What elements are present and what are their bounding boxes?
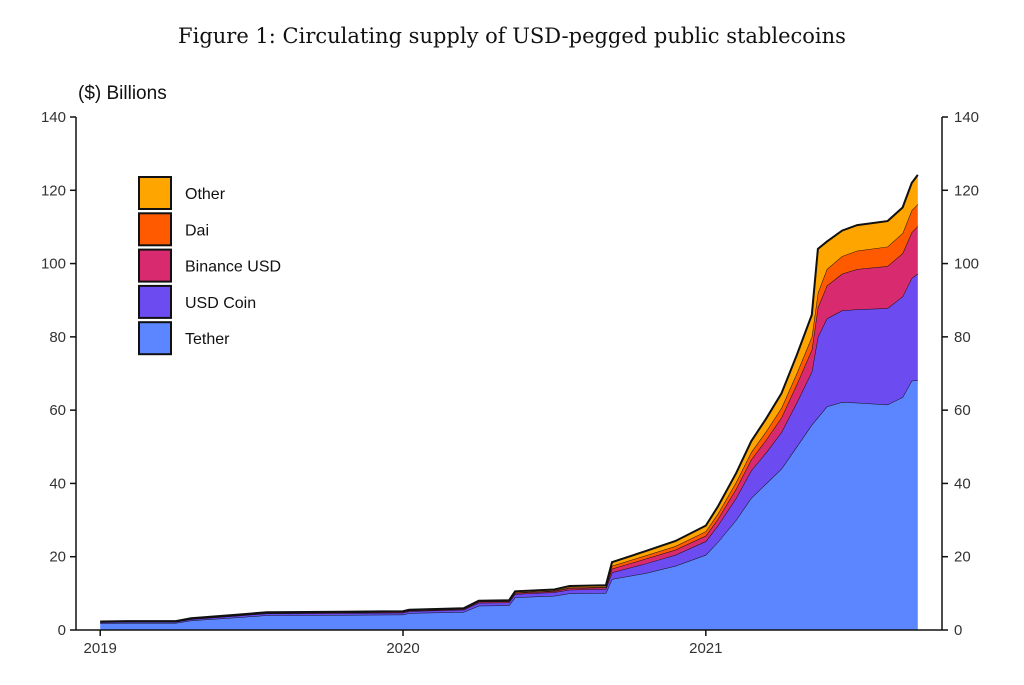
x-tick-label: 2019 [84, 640, 117, 657]
y-tick-label-left: 20 [49, 549, 66, 566]
y-tick-label-right: 120 [954, 182, 979, 199]
y-tick-label-left: 140 [41, 109, 66, 126]
legend-label-other: Other [185, 186, 226, 203]
legend-label-binance-usd: Binance USD [185, 259, 281, 276]
legend-label-dai: Dai [185, 222, 209, 239]
y-tick-label-right: 80 [954, 329, 971, 346]
x-tick-label: 2020 [386, 640, 419, 657]
legend-swatch-dai [138, 212, 172, 247]
y-tick-label-right: 40 [954, 475, 971, 492]
legend: Other Dai Binance USD USD Coin Tether [138, 176, 281, 356]
y-tick-label-right: 60 [954, 402, 971, 419]
y-tick-label-left: 60 [49, 402, 66, 419]
y-tick-label-left: 40 [49, 475, 66, 492]
y-tick-label-left: 0 [58, 622, 66, 639]
y-axis-unit-label: ($) Billions [78, 83, 167, 104]
chart-title: Figure 1: Circulating supply of USD-pegg… [178, 24, 846, 48]
y-tick-label-right: 0 [954, 622, 962, 639]
area-layers [100, 174, 919, 630]
y-tick-label-right: 20 [954, 549, 971, 566]
area-usd-coin [100, 273, 918, 624]
legend-swatch-binance-usd [138, 248, 172, 283]
y-tick-label-left: 120 [41, 182, 66, 199]
legend-swatch-usd-coin [138, 284, 172, 319]
legend-label-usd-coin: USD Coin [185, 295, 256, 312]
area-edge-other [100, 174, 919, 623]
area-tether [100, 380, 918, 630]
x-tick-label: 2021 [689, 640, 722, 657]
legend-swatch-tether [138, 321, 172, 356]
y-tick-label-right: 140 [954, 109, 979, 126]
y-tick-label-left: 100 [41, 256, 66, 273]
legend-label-tether: Tether [185, 331, 230, 348]
y-tick-label-right: 100 [954, 256, 979, 273]
legend-swatch-other [138, 176, 172, 210]
y-tick-label-left: 80 [49, 329, 66, 346]
